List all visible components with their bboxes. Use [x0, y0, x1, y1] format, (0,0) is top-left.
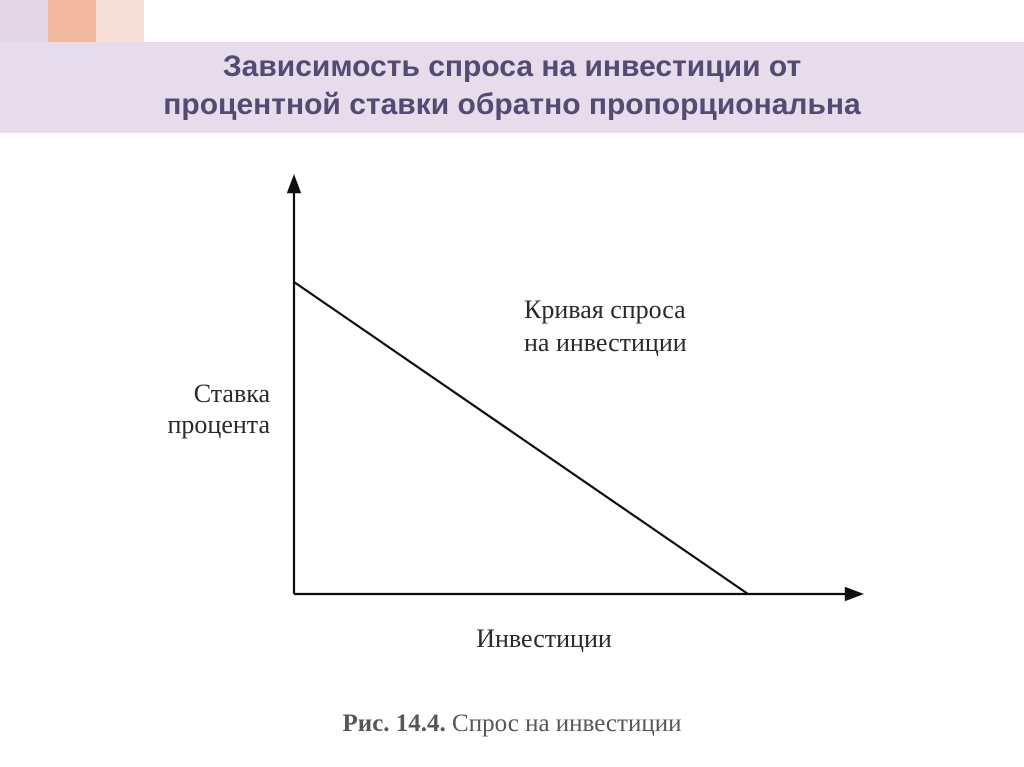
curve-label: Кривая спроса на инвестиции [524, 294, 687, 359]
caption-prefix: Рис. 14.4. [343, 710, 446, 737]
slide-title: Зависимость спроса на инвестиции от проц… [163, 48, 860, 123]
y-axis-arrow [287, 174, 301, 193]
y-axis-label-line1: Ставка [194, 379, 270, 408]
decor-block [144, 0, 192, 42]
chart-area: Ставка процента Кривая спроса на инвести… [54, 164, 974, 684]
y-axis-label: Ставка процента [80, 378, 270, 440]
y-axis-label-line2: процента [167, 410, 270, 439]
x-axis-arrow [845, 587, 864, 601]
decor-block [96, 0, 144, 42]
figure-caption: Рис. 14.4. Спрос на инвестиции [0, 710, 1024, 738]
curve-label-line2: на инвестиции [524, 328, 687, 357]
title-bar: Зависимость спроса на инвестиции от проц… [0, 42, 1024, 133]
decor-block [48, 0, 96, 42]
x-axis-label-text: Инвестиции [476, 624, 612, 653]
x-axis-label: Инвестиции [414, 624, 674, 654]
decor-blocks [0, 0, 192, 42]
curve-label-line1: Кривая спроса [524, 295, 686, 324]
caption-text: Спрос на инвестиции [446, 710, 682, 737]
axes [287, 174, 864, 601]
decor-block [0, 0, 48, 42]
title-line1: Зависимость спроса на инвестиции от [223, 50, 801, 83]
title-line2: процентной ставки обратно пропорциональн… [163, 88, 860, 121]
